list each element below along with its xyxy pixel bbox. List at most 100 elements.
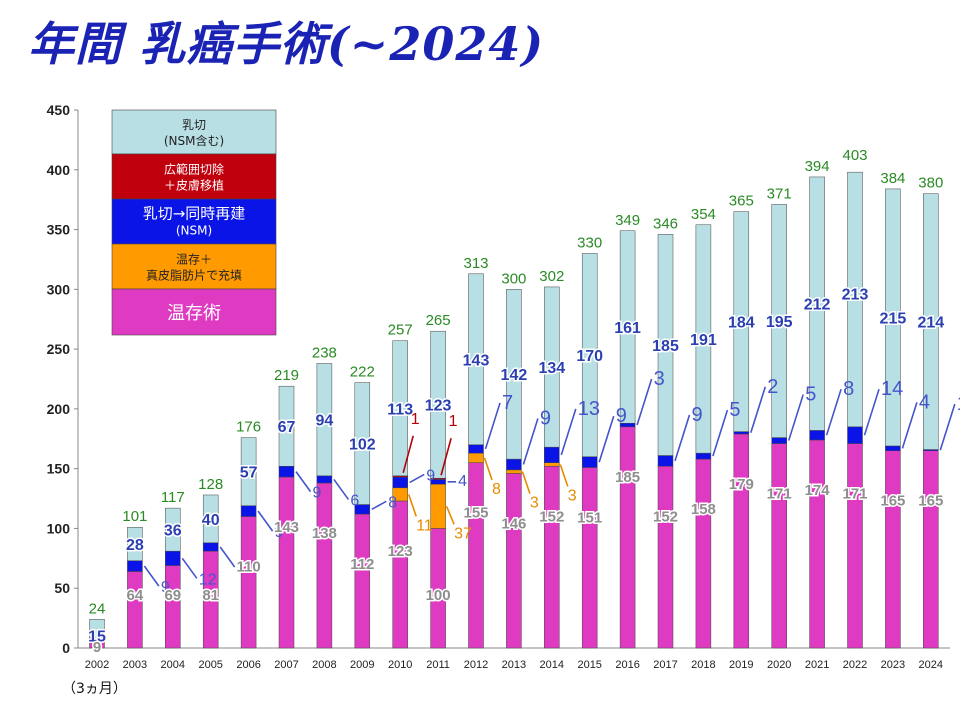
zenteki-label: 123 <box>425 398 452 415</box>
y-tick-label: 400 <box>47 162 71 178</box>
douji-arrow <box>598 415 615 463</box>
bar-douji <box>127 560 143 572</box>
onson-jyuten-label: 3 <box>568 487 577 504</box>
total-label: 238 <box>312 344 337 361</box>
douji-label: 13 <box>578 398 600 420</box>
bar-douji <box>544 446 560 463</box>
bar-douji <box>733 431 750 435</box>
total-label: 349 <box>615 212 640 229</box>
legend-label-douji-2: (NSM) <box>176 224 212 238</box>
total-label: 219 <box>274 367 299 384</box>
zenteki-label: 94 <box>316 413 334 430</box>
x-tick-label: 2008 <box>312 659 336 671</box>
douji-label: 8 <box>843 378 854 400</box>
zenteki-label: 161 <box>614 320 641 337</box>
bar-zenteki <box>392 340 408 477</box>
douji-arrow <box>371 500 387 511</box>
bar-zenteki <box>771 204 787 438</box>
zenteki-label: 213 <box>842 287 869 304</box>
zenteki-label: 185 <box>652 338 679 355</box>
bar-douji <box>695 452 712 460</box>
onson-label: 179 <box>729 476 754 493</box>
y-tick-label: 350 <box>47 222 71 238</box>
legend-label-douji: 乳切→同時再建 <box>143 205 246 223</box>
onson-label: 151 <box>577 509 602 526</box>
bar-onson <box>165 565 181 649</box>
total-label: 365 <box>729 193 754 210</box>
onson-label: 171 <box>767 486 792 503</box>
bar-onson_jyuten <box>506 469 522 474</box>
douji-arrow <box>409 473 425 484</box>
onson-label: 165 <box>880 493 905 510</box>
total-label: 394 <box>805 158 830 175</box>
bar-onson <box>581 467 598 649</box>
total-label: 176 <box>236 419 261 436</box>
total-label: 354 <box>691 206 716 223</box>
kouhan-arrow <box>440 438 452 476</box>
bar-douji <box>771 437 787 444</box>
onson-label: 64 <box>127 587 144 604</box>
douji-label: 7 <box>237 560 246 577</box>
x-tick-label: 2021 <box>805 659 829 671</box>
douji-arrow <box>750 386 767 434</box>
onson-label: 143 <box>274 519 299 536</box>
douji-label: 9 <box>161 579 170 596</box>
bar-onson <box>847 443 863 649</box>
onson-jyuten-arrow <box>445 506 455 525</box>
douji-arrow <box>825 388 842 436</box>
x-tick-label: 2022 <box>843 659 867 671</box>
douji-label: 9 <box>540 407 551 429</box>
douji-label: 3 <box>654 368 665 390</box>
page-title: 年間 乳癌手術(~2024) <box>28 17 545 71</box>
total-label: 371 <box>767 185 792 202</box>
onson-label: 165 <box>918 493 943 510</box>
y-tick-label: 450 <box>47 102 71 118</box>
total-label: 384 <box>880 170 905 187</box>
douji-arrow <box>333 478 350 500</box>
kouhan-label: 1 <box>411 411 420 428</box>
zenteki-label: 143 <box>463 352 490 369</box>
total-label: 330 <box>577 234 602 251</box>
onson-label: 138 <box>312 525 337 542</box>
zenteki-label: 28 <box>126 537 144 554</box>
bar-onson <box>733 433 750 649</box>
bar-onson <box>468 462 484 649</box>
zenteki-label: 113 <box>387 401 413 418</box>
bar-douji <box>468 444 484 454</box>
x-tick-label: 2009 <box>350 659 374 671</box>
x-tick-label: 2003 <box>123 659 147 671</box>
legend-swatch-onson_jyuten <box>111 243 277 290</box>
bar-douji <box>240 505 257 517</box>
douji-label: 12 <box>199 571 217 588</box>
total-label: 101 <box>122 508 147 525</box>
onson-jyuten-label: 37 <box>454 525 472 542</box>
onson-label: 9 <box>93 639 101 656</box>
douji-label: 14 <box>881 378 903 400</box>
x-tick-label: 2014 <box>540 659 564 671</box>
total-label: 24 <box>89 600 106 617</box>
bar-onson <box>506 473 522 649</box>
onson-label: 158 <box>691 501 716 518</box>
onson-label: 171 <box>842 486 867 503</box>
bar-zenteki <box>202 494 219 544</box>
onson-label: 152 <box>539 508 564 525</box>
bar-onson <box>771 443 787 649</box>
bar-zenteki <box>695 224 712 454</box>
douji-arrow <box>560 408 577 456</box>
zenteki-label: 184 <box>728 315 755 332</box>
douji-label: 1 <box>957 393 960 415</box>
bar-onson <box>127 571 143 649</box>
onson-jyuten-arrow <box>407 494 417 517</box>
legend-swatch-zenteki <box>111 109 277 155</box>
kouhan-arrow <box>402 435 414 474</box>
x-tick-label: 2006 <box>236 659 260 671</box>
onson-label: 100 <box>426 587 451 604</box>
bar-onson <box>392 500 408 649</box>
bar-onson <box>619 426 636 649</box>
bar-douji <box>885 445 901 451</box>
douji-label: 9 <box>313 485 322 502</box>
bar-onson <box>240 516 257 649</box>
x-tick-label: 2024 <box>919 659 943 671</box>
legend-label-onson: 温存術 <box>167 303 221 324</box>
